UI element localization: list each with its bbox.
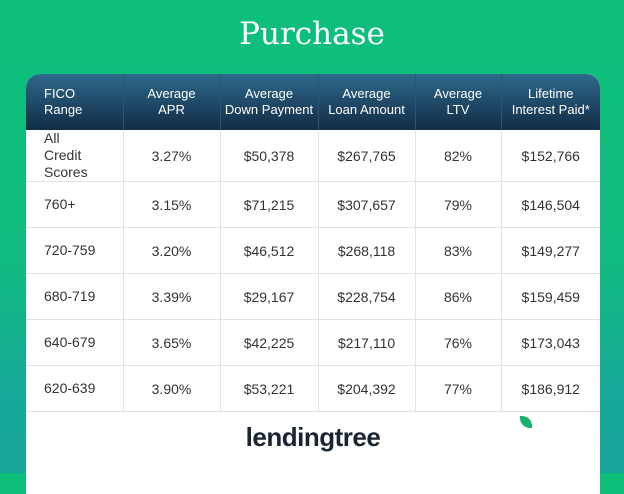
table-row: 640-679 3.65% $42,225 $217,110 76% $173,043 (26, 319, 600, 366)
table-cell: $53,221 (220, 365, 319, 412)
table-cell: 82% (415, 130, 502, 182)
table-cell: 86% (415, 273, 502, 320)
table-card: FICO Range Average APR Average Down Payment Av… (26, 74, 600, 494)
page-title: Purchase (239, 16, 385, 52)
table-cell: $46,512 (220, 227, 319, 274)
table-cell: 620-639 (26, 365, 124, 412)
table-cell: 3.27% (123, 130, 221, 182)
column-header: Average LTV (415, 74, 502, 130)
table-row: All Credit Scores 3.27% $50,378 $267,765 82%… (26, 130, 600, 182)
table-row: 760+ 3.15% $71,215 $307,657 79% $146,504 (26, 181, 600, 228)
purchase-table: FICO Range Average APR Average Down Payment Av… (26, 74, 600, 412)
table-cell: 83% (415, 227, 502, 274)
column-header: FICO Range (26, 74, 124, 130)
logo-text: lendingtree (245, 422, 381, 452)
table-cell: 76% (415, 319, 502, 366)
table-cell: 3.15% (123, 181, 221, 228)
leaf-icon (519, 416, 532, 428)
table-cell: $71,215 (220, 181, 319, 228)
table-cell: $228,754 (318, 273, 416, 320)
table-cell: $146,504 (501, 181, 600, 228)
table-cell: $186,912 (501, 365, 600, 412)
table-cell: 680-719 (26, 273, 124, 320)
column-header: Average Down Payment (220, 74, 319, 130)
table-cell: 640-679 (26, 319, 124, 366)
table-row: 680-719 3.39% $29,167 $228,754 86% $159,459 (26, 273, 600, 320)
column-header: Average APR (123, 74, 221, 130)
table-cell: $307,657 (318, 181, 416, 228)
table-cell: $29,167 (220, 273, 319, 320)
table-row: 620-639 3.90% $53,221 $204,392 77% $186,912 (26, 365, 600, 412)
table-row: 720-759 3.20% $46,512 $268,118 83% $149,277 (26, 227, 600, 274)
table-cell: $159,459 (501, 273, 600, 320)
table-cell: 3.65% (123, 319, 221, 366)
table-cell: 3.20% (123, 227, 221, 274)
table-cell: 3.39% (123, 273, 221, 320)
column-header: Average Loan Amount (318, 74, 416, 130)
table-cell: $149,277 (501, 227, 600, 274)
table-cell: $42,225 (220, 319, 319, 366)
table-cell: $217,110 (318, 319, 416, 366)
table-cell: $173,043 (501, 319, 600, 366)
table-cell: $204,392 (318, 365, 416, 412)
table-cell: 3.90% (123, 365, 221, 412)
table-cell: All Credit Scores (26, 130, 124, 182)
table-cell: $268,118 (318, 227, 416, 274)
table-cell: $267,765 (318, 130, 416, 182)
table-cell: 760+ (26, 181, 124, 228)
column-header: Lifetime Interest Paid* (501, 74, 600, 130)
table-cell: $152,766 (501, 130, 600, 182)
table-cell: 720-759 (26, 227, 124, 274)
table-cell: $50,378 (220, 130, 319, 182)
table-cell: 77% (415, 365, 502, 412)
table-cell: 79% (415, 181, 502, 228)
lendingtree-logo: lendingtree (26, 416, 600, 453)
